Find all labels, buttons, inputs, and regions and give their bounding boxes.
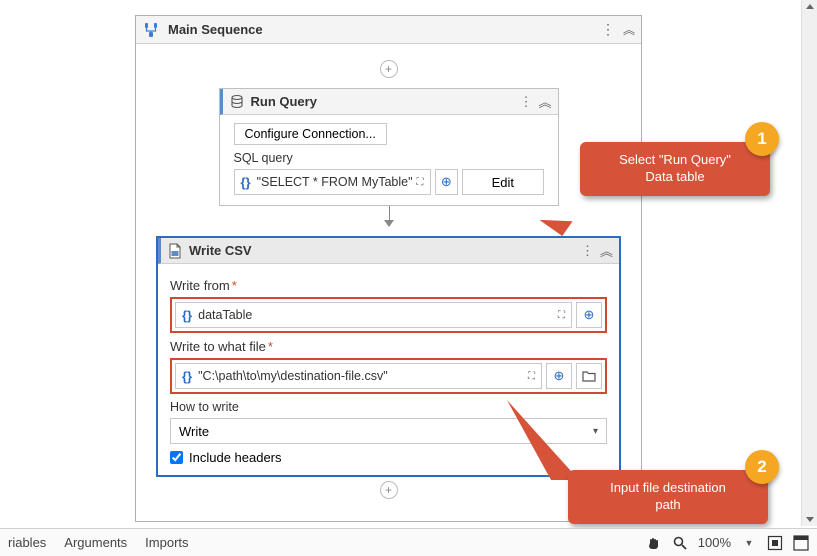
sequence-icon (142, 21, 160, 39)
csv-file-icon (167, 243, 183, 259)
tab-variables[interactable]: riables (8, 535, 46, 550)
expand-icon[interactable]: ⛶ (417, 177, 424, 188)
callout-1-line1: Select "Run Query" (594, 152, 756, 169)
expand-icon[interactable]: ⛶ (558, 310, 565, 321)
callout-badge-2: 2 (745, 450, 779, 484)
write-from-plus-button[interactable]: ⊕ (576, 302, 602, 328)
vertical-scrollbar[interactable] (801, 0, 817, 526)
expression-brace-icon: {} (182, 308, 192, 323)
sql-query-value: "SELECT * FROM MyTable" (257, 175, 413, 189)
expression-brace-icon: {} (182, 369, 192, 384)
zoom-dropdown-icon[interactable]: ▼ (741, 535, 757, 551)
run-query-menu-icon[interactable]: ⋮ (519, 94, 532, 110)
run-query-body: Configure Connection... SQL query {} "SE… (220, 115, 558, 205)
sql-query-label: SQL query (234, 151, 544, 165)
callout-1: Select "Run Query" Data table (580, 142, 770, 196)
write-csv-menu-icon[interactable]: ⋮ (581, 243, 594, 259)
write-to-highlight: {} "C:\path\to\my\destination-file.csv" … (170, 358, 607, 394)
overview-icon[interactable] (793, 535, 809, 551)
configure-connection-button[interactable]: Configure Connection... (234, 123, 387, 145)
browse-folder-button[interactable] (576, 363, 602, 389)
pan-hand-icon[interactable] (646, 535, 662, 551)
write-csv-header[interactable]: Write CSV ⋮ ︽ (158, 238, 619, 264)
main-sequence-collapse-icon[interactable]: ︽ (623, 21, 635, 38)
write-to-plus-button[interactable]: ⊕ (546, 363, 572, 389)
run-query-title: Run Query (251, 94, 520, 109)
write-from-label: Write from* (170, 278, 607, 293)
include-headers-input[interactable] (170, 451, 183, 464)
write-from-value: dataTable (198, 308, 554, 322)
bottom-bar: riables Arguments Imports 100% ▼ (0, 528, 817, 556)
callout-2: Input file destination path (568, 470, 768, 524)
tab-arguments[interactable]: Arguments (64, 535, 127, 550)
write-from-input[interactable]: {} dataTable ⛶ (175, 302, 572, 328)
edit-button-label: Edit (492, 175, 514, 190)
expression-brace-icon: {} (241, 175, 251, 190)
expand-icon[interactable]: ⛶ (528, 371, 535, 382)
write-from-highlight: {} dataTable ⛶ ⊕ (170, 297, 607, 333)
bottom-status: 100% ▼ (646, 535, 809, 551)
sql-edit-button[interactable]: Edit (462, 169, 543, 195)
bottom-tabs: riables Arguments Imports (8, 535, 189, 550)
write-to-input[interactable]: {} "C:\path\to\my\destination-file.csv" … (175, 363, 542, 389)
main-sequence-header[interactable]: Main Sequence ⋮ ︽ (136, 16, 641, 44)
run-query-collapse-icon[interactable]: ︽ (538, 92, 551, 111)
run-query-header[interactable]: Run Query ⋮ ︽ (220, 89, 558, 115)
callout-2-line1: Input file destination (582, 480, 754, 497)
how-to-write-label: How to write (170, 400, 607, 414)
write-csv-collapse-icon[interactable]: ︽ (600, 241, 613, 260)
dropdown-caret-icon: ▾ (593, 426, 598, 437)
add-activity-top[interactable]: + (156, 56, 621, 82)
main-sequence-menu-icon[interactable]: ⋮ (601, 21, 615, 38)
sql-query-input[interactable]: {} "SELECT * FROM MyTable" ⛶ (234, 169, 431, 195)
zoom-icon[interactable] (672, 535, 688, 551)
database-icon (229, 94, 245, 110)
callout-badge-1: 1 (745, 122, 779, 156)
sql-plus-button[interactable]: ⊕ (435, 169, 459, 195)
callout-1-line2: Data table (594, 169, 756, 186)
main-sequence-body: + Run Query ⋮ ︽ Configure Connection... … (136, 44, 641, 521)
designer-canvas: Main Sequence ⋮ ︽ + Run Query ⋮ ︽ Config… (0, 0, 815, 526)
write-to-value: "C:\path\to\my\destination-file.csv" (198, 369, 524, 383)
zoom-level[interactable]: 100% (698, 535, 731, 550)
fit-to-screen-icon[interactable] (767, 535, 783, 551)
folder-icon (582, 370, 596, 382)
callout-2-line2: path (582, 497, 754, 514)
write-csv-title: Write CSV (189, 243, 581, 258)
write-to-label: Write to what file* (170, 339, 607, 354)
run-query-activity[interactable]: Run Query ⋮ ︽ Configure Connection... SQ… (219, 88, 559, 206)
add-activity-bottom[interactable]: + (156, 477, 621, 503)
main-sequence-title: Main Sequence (168, 22, 601, 37)
include-headers-label: Include headers (189, 450, 282, 465)
tab-imports[interactable]: Imports (145, 535, 188, 550)
main-sequence-container: Main Sequence ⋮ ︽ + Run Query ⋮ ︽ Config… (135, 15, 642, 522)
